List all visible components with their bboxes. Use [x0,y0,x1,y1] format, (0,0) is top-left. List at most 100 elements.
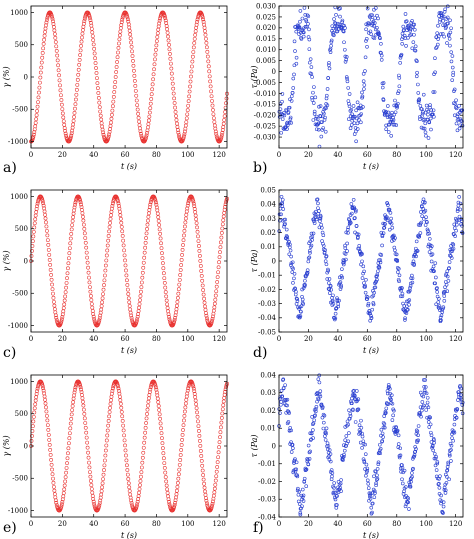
data-point [443,7,447,12]
data-point [115,55,120,60]
data-point [419,125,424,130]
data-point [282,113,287,118]
data-point [357,106,362,111]
data-point [441,19,445,23]
data-point [347,102,351,106]
y-tick-label: -1000 [8,507,28,515]
data-point [166,497,171,502]
data-point [292,72,296,77]
data-point [344,434,349,438]
data-point [52,28,57,33]
data-point [66,451,70,456]
data-point [174,118,179,122]
data-point [430,444,435,449]
data-point [99,492,104,497]
data-point [313,95,318,100]
data-point [134,98,139,103]
data-point [377,442,382,447]
data-point [323,259,328,263]
data-point [84,430,89,435]
data-point [308,251,312,255]
data-point [432,90,437,94]
data-point [59,502,64,507]
data-point [343,246,348,250]
data-point [154,39,159,44]
data-point [197,438,202,443]
data-point [134,93,139,98]
data-point [457,126,462,131]
data-point [196,424,201,428]
data-point [442,34,446,39]
data-point [125,468,130,472]
data-point [215,465,220,469]
x-axis-label: t (s) [121,346,137,355]
data-point [393,248,397,253]
data-point [78,198,83,203]
data-point [168,56,173,61]
data-point [450,78,455,82]
data-point [107,132,112,137]
data-point [374,279,378,284]
data-point [459,386,463,391]
data-point [158,16,163,21]
data-point [179,443,184,447]
data-point [370,501,375,506]
data-point [155,396,160,401]
data-point [96,505,101,509]
data-point [74,92,79,97]
data-point [434,275,438,280]
data-point [450,54,455,58]
data-point [218,430,223,435]
data-point [361,79,366,84]
data-point [422,210,427,214]
data-point [378,36,382,41]
data-point [290,91,295,95]
data-point [361,72,366,76]
data-point [34,210,39,215]
data-point [353,420,358,424]
data-point [203,489,207,494]
data-point [117,394,122,399]
x-tick-label: 60 [121,335,130,343]
data-point [123,443,127,448]
data-point [219,420,224,425]
x-axis-label: t (s) [121,162,137,171]
data-point [116,199,120,204]
x-axis-label: t (s) [363,346,379,355]
data-point [92,46,97,51]
data-point [368,311,372,316]
data-point [425,220,429,225]
data-point [332,33,336,38]
data-point [172,503,177,507]
data-point [374,481,378,486]
data-point [421,217,426,221]
data-point [180,248,185,252]
data-point [439,318,443,323]
data-point [348,411,353,416]
data-point [377,450,382,455]
data-point [182,409,187,414]
data-point [294,29,299,34]
data-point [364,27,368,32]
data-point [390,239,394,243]
data-point [281,207,286,211]
data-point [361,439,366,444]
data-point [219,235,224,240]
y-tick-label: 0.020 [256,24,276,32]
data-point [51,476,55,481]
data-point [386,402,390,406]
data-point [295,474,300,479]
data-point [29,254,34,258]
data-point [96,95,101,100]
data-point [37,80,42,85]
data-point [185,108,190,113]
data-point [71,118,76,123]
data-point [424,215,428,220]
data-point [370,501,375,506]
data-point [379,58,384,62]
data-point [51,480,56,485]
data-point [41,386,46,391]
data-point [216,265,221,270]
data-point [445,15,450,20]
y-tick-label: -0.01 [258,460,276,468]
